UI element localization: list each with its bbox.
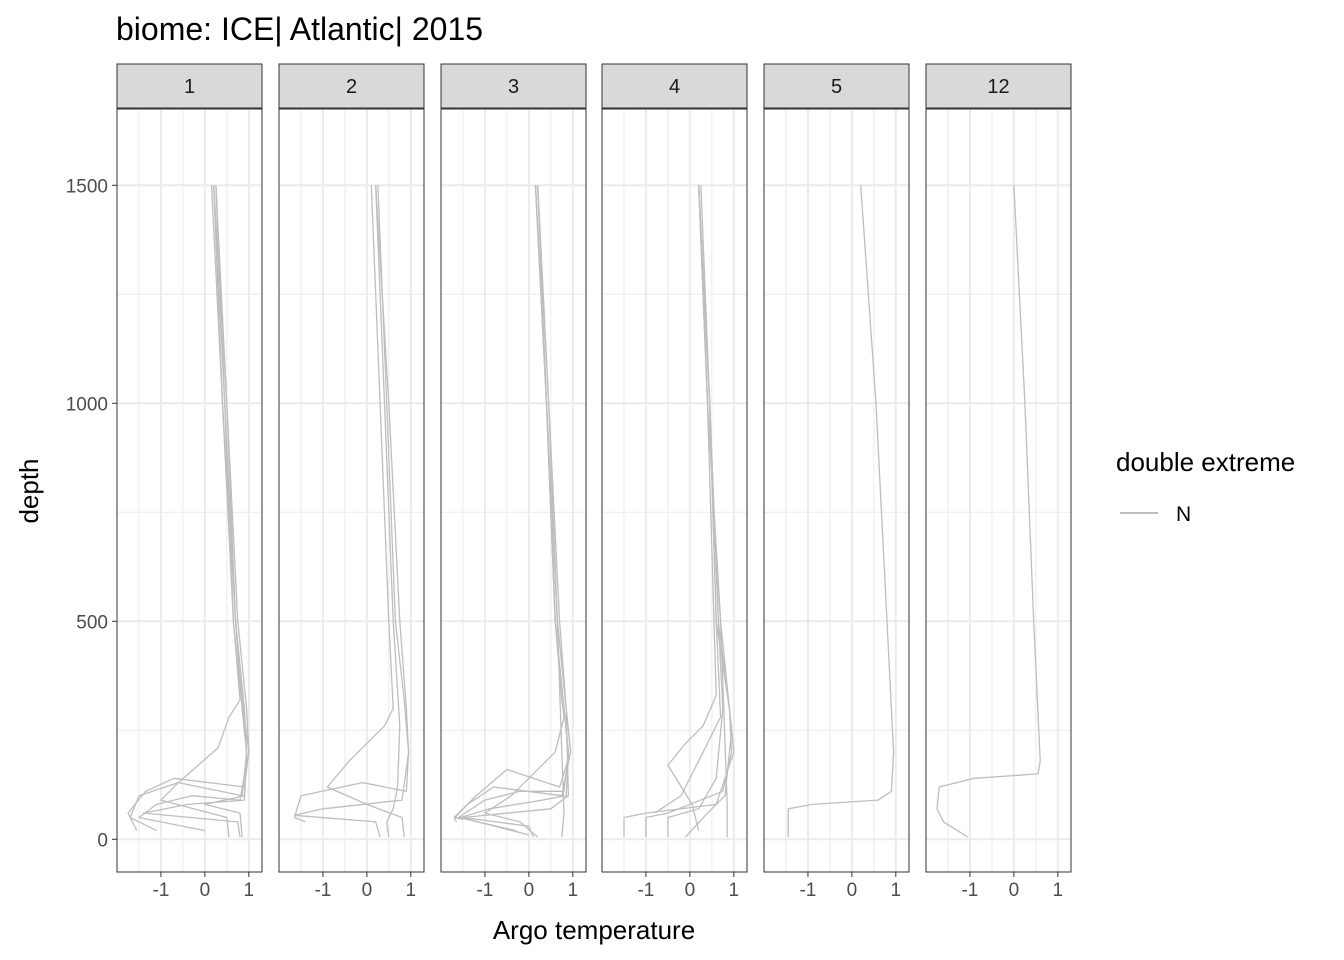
- strip-background: [925, 63, 1072, 109]
- panel-background: [279, 109, 424, 872]
- x-axis-title: Argo temperature: [493, 915, 695, 945]
- x-tick-label: 1: [244, 880, 255, 901]
- x-tick-label: 1: [891, 880, 902, 901]
- x-tick-label: 0: [847, 880, 858, 901]
- x-tick-label: 1: [1053, 880, 1064, 901]
- y-axis-title: depth: [14, 458, 44, 523]
- x-tick-label: 0: [362, 880, 373, 901]
- profile-line-4-6: [654, 185, 722, 814]
- panel-border: [763, 108, 910, 873]
- profile-line-2-1: [293, 185, 410, 823]
- panel-border: [925, 108, 1072, 873]
- legend: double extreme N: [1116, 447, 1295, 526]
- x-tick-label: 1: [406, 880, 417, 901]
- profile-line-3-6: [484, 185, 565, 838]
- x-tick-label: 0: [200, 880, 211, 901]
- profile-line-3-7: [537, 185, 565, 838]
- x-tick-label: 0: [685, 880, 696, 901]
- legend-label: N: [1176, 503, 1191, 526]
- profile-line-12-1: [936, 185, 1041, 838]
- facet-panel-2: 2 -1 0 1: [278, 63, 425, 901]
- strip-label: 1: [184, 76, 195, 98]
- panel-background: [764, 109, 909, 872]
- strip-label: 12: [987, 76, 1009, 98]
- panel-border: [601, 108, 748, 873]
- y-tick-label: 1500: [66, 176, 108, 197]
- x-tick-label: 1: [568, 880, 579, 901]
- facet-panel-5: 5 -1 0 1: [763, 63, 910, 901]
- panel-background: [602, 109, 747, 872]
- x-tick-label: 0: [1009, 880, 1020, 901]
- x-tick-label: 1: [729, 880, 740, 901]
- x-tick-label: -1: [314, 880, 331, 901]
- y-axis: 0 500 1000 1500: [66, 176, 117, 851]
- profile-line-1-4: [160, 185, 241, 838]
- panel-border: [116, 108, 263, 873]
- x-tick-label: 0: [524, 880, 535, 901]
- profile-line-4-4: [667, 185, 717, 831]
- panel-border: [278, 108, 425, 873]
- x-tick-label: -1: [152, 880, 169, 901]
- strip-label: 3: [508, 76, 519, 98]
- profile-line-1-6: [204, 185, 248, 838]
- x-tick-label: -1: [637, 880, 654, 901]
- facet-panel-3: 3 -1 0 1: [440, 63, 587, 901]
- x-tick-label: -1: [961, 880, 978, 901]
- strip-label: 5: [831, 76, 842, 98]
- profile-line-2-3: [326, 185, 405, 838]
- facet-panel-12: 12 -1 0 1: [925, 63, 1072, 901]
- strip-background: [440, 63, 587, 109]
- strip-background: [278, 63, 425, 109]
- profile-line-2-4: [375, 185, 401, 838]
- facet-panel-4: 4 -1 0 1: [601, 63, 748, 901]
- x-tick-label: -1: [476, 880, 493, 901]
- panel-border: [440, 108, 587, 873]
- strip-background: [763, 63, 910, 109]
- profile-line-5-1: [787, 185, 895, 838]
- strip-label: 4: [669, 76, 680, 98]
- profile-line-2-2: [293, 185, 410, 838]
- strip-background: [116, 63, 263, 109]
- strip-label: 2: [346, 76, 357, 98]
- facet-panel-1: 1 -1 0 1: [116, 63, 263, 901]
- legend-title: double extreme: [1116, 447, 1295, 477]
- strip-background: [601, 63, 748, 109]
- y-tick-label: 0: [97, 830, 108, 851]
- y-tick-label: 500: [76, 612, 108, 633]
- y-tick-label: 1000: [66, 394, 108, 415]
- profile-line-4-7: [685, 185, 733, 838]
- panel-background: [117, 109, 262, 872]
- profile-line-3-5: [462, 185, 570, 838]
- x-tick-label: -1: [799, 880, 816, 901]
- facet-panels: 1-1 0 12-1 0 13-1 0 14-1 0 15-1 0 112-1 0 1: [116, 63, 1072, 901]
- panel-background: [926, 109, 1071, 872]
- chart-title: biome: ICE| Atlantic| 2015: [116, 11, 483, 47]
